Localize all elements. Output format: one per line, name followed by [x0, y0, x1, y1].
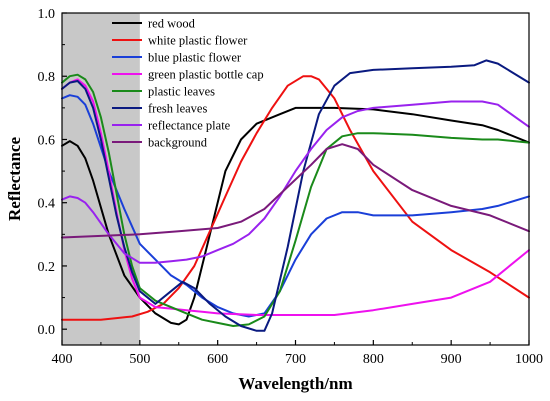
legend-label-0: red wood	[148, 17, 196, 31]
legend-label-4: plastic leaves	[148, 85, 215, 99]
series-layer	[61, 59, 530, 332]
x-tick-label: 600	[207, 352, 228, 367]
ticks-layer: 400 500 600 700 800 900 1000 0.0 0.2 0.4 0.6 0.8 1.0	[38, 7, 544, 367]
y-axis-title: Reflectance	[5, 137, 24, 221]
x-tick-label: 700	[285, 352, 306, 367]
x-tick-label: 1000	[515, 352, 543, 367]
y-tick-label: 1.0	[38, 7, 56, 22]
y-tick-label: 0.8	[38, 70, 56, 85]
y-tick-label: 0.0	[38, 323, 56, 338]
series-line-7	[61, 143, 530, 239]
x-tick-label: 500	[129, 352, 150, 367]
legend: red wood white plastic flower blue plastic…	[112, 17, 264, 150]
legend-label-6: reflectance plate	[148, 119, 231, 133]
series-line-0	[61, 106, 530, 326]
shaded-region-layer	[62, 13, 140, 345]
series-line-4	[61, 73, 530, 327]
y-tick-label: 0.4	[38, 197, 56, 212]
series-line-5	[61, 59, 530, 332]
legend-label-7: background	[148, 136, 208, 150]
x-axis-title: Wavelength/nm	[238, 374, 352, 393]
series-line-3	[61, 78, 530, 316]
series-line-1	[61, 75, 530, 321]
y-tick-label: 0.2	[38, 260, 56, 275]
series-line-6	[61, 100, 530, 264]
legend-label-5: fresh leaves	[148, 102, 207, 116]
shaded-region	[62, 13, 140, 345]
legend-label-3: green plastic bottle cap	[148, 68, 264, 82]
x-tick-label: 400	[52, 352, 73, 367]
legend-label-2: blue plastic flower	[148, 51, 242, 65]
legend-label-1: white plastic flower	[148, 34, 248, 48]
x-tick-label: 800	[363, 352, 384, 367]
y-tick-label: 0.6	[38, 133, 56, 148]
x-tick-label: 900	[441, 352, 462, 367]
